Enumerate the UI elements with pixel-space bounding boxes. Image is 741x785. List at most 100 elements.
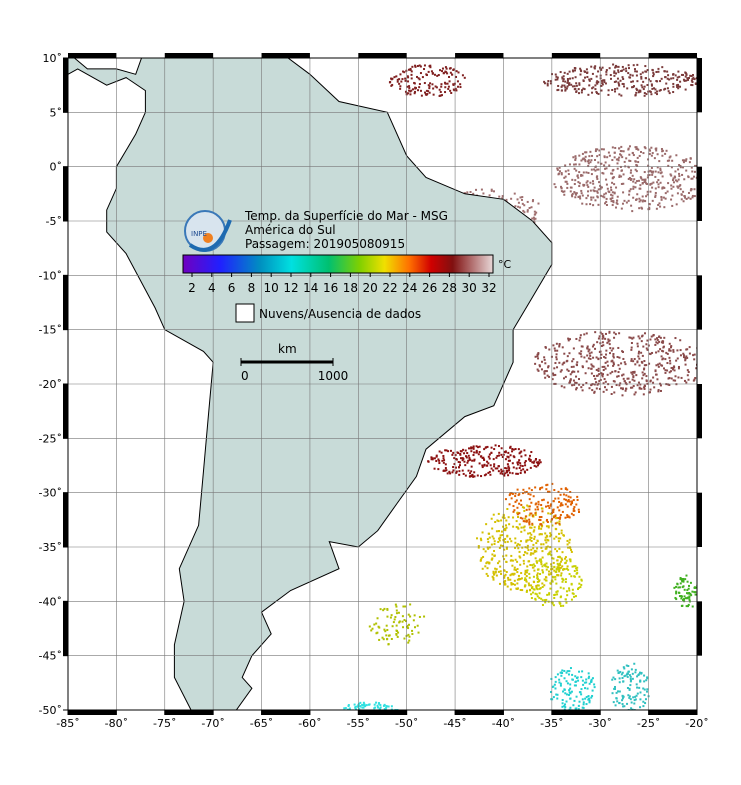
sst-pixel <box>615 80 618 83</box>
sst-pixel <box>560 190 563 193</box>
sst-pixel <box>661 154 664 157</box>
sst-pixel <box>570 365 573 368</box>
sst-pixel <box>598 149 601 152</box>
sst-pixel <box>464 449 467 452</box>
sst-pixel <box>532 461 535 464</box>
sst-pixel <box>533 537 536 540</box>
sst-pixel <box>635 374 638 377</box>
sst-pixel <box>619 670 622 673</box>
sst-pixel <box>617 71 620 74</box>
sst-pixel <box>668 156 671 159</box>
sst-pixel <box>691 194 694 197</box>
sst-pixel <box>642 393 645 396</box>
sst-pixel <box>666 70 669 73</box>
sst-pixel <box>612 347 615 350</box>
sst-pixel <box>471 473 474 476</box>
title: Temp. da Superfície do Mar - MSG <box>244 209 448 223</box>
sst-pixel <box>595 381 598 384</box>
lat-tick-label: -5˚ <box>46 215 62 228</box>
sst-pixel <box>670 184 673 187</box>
sst-pixel <box>431 83 434 86</box>
sst-pixel <box>622 83 625 86</box>
sst-pixel <box>353 703 356 706</box>
sst-pixel <box>641 207 644 210</box>
sst-pixel <box>534 355 537 358</box>
sst-pixel <box>472 192 475 195</box>
sst-pixel <box>612 356 615 359</box>
sst-pixel <box>455 471 458 474</box>
sst-pixel <box>631 151 634 154</box>
sst-pixel <box>558 678 561 681</box>
sst-pixel <box>400 80 403 83</box>
sst-pixel <box>411 65 414 68</box>
sst-pixel <box>374 706 377 709</box>
sst-pixel <box>547 365 550 368</box>
sst-pixel <box>686 369 689 372</box>
sst-pixel <box>551 524 554 527</box>
sst-pixel <box>560 502 563 505</box>
sst-pixel <box>560 574 563 577</box>
sst-pixel <box>467 459 470 462</box>
sst-pixel <box>566 539 569 542</box>
sst-pixel <box>571 588 574 591</box>
sst-pixel <box>618 356 621 359</box>
sst-pixel <box>516 513 519 516</box>
sst-pixel <box>691 196 694 199</box>
sst-pixel <box>621 699 624 702</box>
sst-pixel <box>597 168 600 171</box>
sst-pixel <box>635 70 638 73</box>
colorbar-tick-label: 8 <box>248 281 256 295</box>
sst-pixel <box>479 558 482 561</box>
sst-pixel <box>652 71 655 74</box>
sst-pixel <box>498 539 501 542</box>
sst-pixel <box>528 487 531 490</box>
sst-pixel <box>672 91 675 94</box>
sst-pixel <box>501 516 504 519</box>
sst-pixel <box>468 447 471 450</box>
sst-pixel <box>630 701 633 704</box>
sst-pixel <box>554 522 557 525</box>
sst-pixel <box>498 451 501 454</box>
sst-pixel <box>690 166 693 169</box>
sst-pixel <box>578 182 581 185</box>
sst-pixel <box>673 586 676 589</box>
sst-pixel <box>648 152 651 155</box>
sst-pixel <box>614 146 617 149</box>
sst-pixel <box>455 89 458 92</box>
sst-pixel <box>545 565 548 568</box>
sst-pixel <box>543 80 546 83</box>
sst-pixel <box>570 512 573 515</box>
sst-pixel <box>642 705 645 708</box>
sst-pixel <box>636 164 639 167</box>
sst-pixel <box>642 368 645 371</box>
sst-pixel <box>520 455 523 458</box>
sst-pixel <box>518 543 521 546</box>
sst-pixel <box>677 591 680 594</box>
sst-pixel <box>626 87 629 90</box>
sst-pixel <box>527 549 530 552</box>
sst-pixel <box>554 593 557 596</box>
sst-pixel <box>670 198 673 201</box>
sst-pixel <box>413 81 416 84</box>
sst-pixel <box>628 687 631 690</box>
sst-pixel <box>669 173 672 176</box>
sst-pixel <box>414 65 417 68</box>
sst-pixel <box>599 77 602 80</box>
sst-pixel <box>574 76 577 79</box>
sst-pixel <box>607 89 610 92</box>
sst-pixel <box>593 390 596 393</box>
sst-pixel <box>513 566 516 569</box>
sst-pixel <box>595 374 598 377</box>
sst-pixel <box>560 560 563 563</box>
sst-pixel <box>505 554 508 557</box>
sst-pixel <box>583 681 586 684</box>
sst-pixel <box>566 182 569 185</box>
continent <box>68 58 553 710</box>
sst-pixel <box>685 605 688 608</box>
sst-pixel <box>517 574 520 577</box>
sst-pixel <box>540 546 543 549</box>
sst-pixel <box>535 461 538 464</box>
sst-pixel <box>635 74 638 77</box>
sst-pixel <box>526 544 529 547</box>
sst-pixel <box>408 639 411 642</box>
